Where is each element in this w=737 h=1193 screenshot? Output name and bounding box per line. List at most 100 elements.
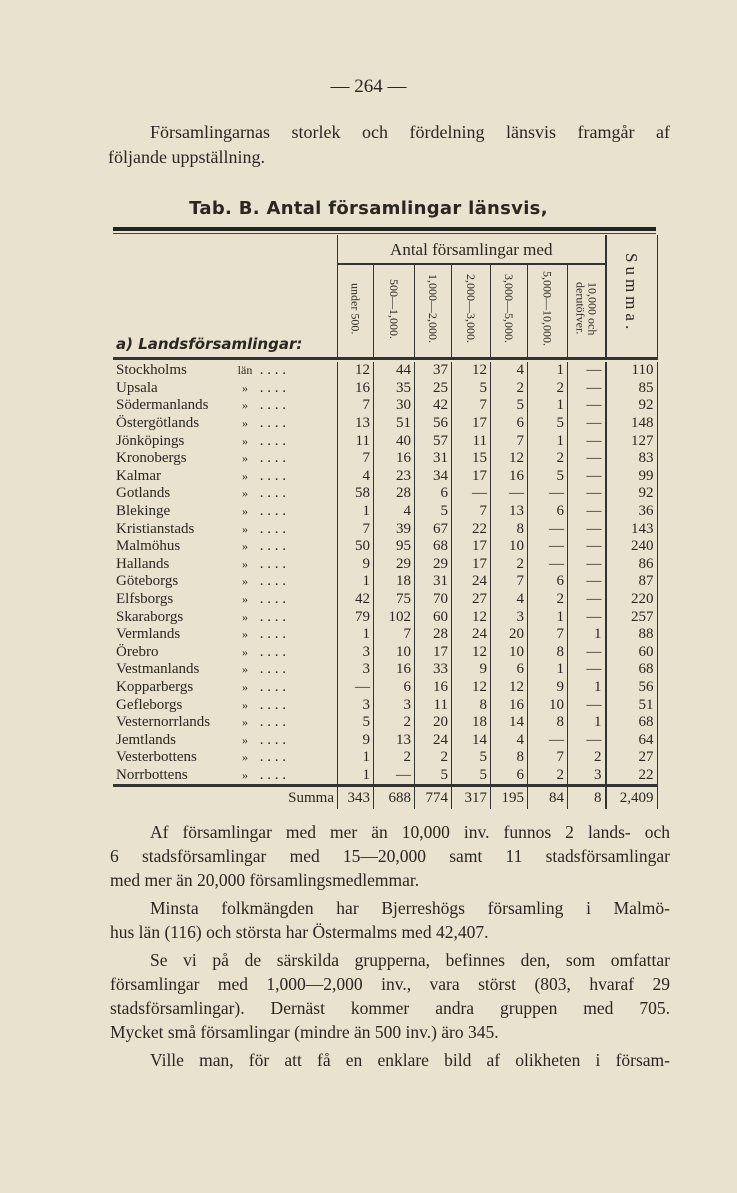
cell-value: 5	[414, 502, 452, 521]
cell-value: 2	[373, 749, 415, 767]
county-name: Blekinge	[116, 503, 171, 520]
cell-value: 24	[414, 731, 452, 750]
cell-value: 1	[567, 713, 606, 732]
paragraph: Minsta folkmängden har Bjerreshögs försa…	[110, 896, 670, 944]
cell-value: 7	[490, 432, 528, 450]
cell-value: 8	[527, 643, 568, 662]
cell-value: 28	[373, 485, 415, 503]
cell-value: 24	[451, 573, 491, 591]
county-name: Vestmanlands	[116, 661, 200, 678]
row-label: Jönköpings» . . . .	[116, 432, 286, 449]
paragraph: Ville man, för att få en enklare bild af…	[110, 1048, 670, 1072]
cell-value: 17	[414, 643, 452, 662]
cell-value: 2	[527, 449, 568, 468]
cell-value: —	[567, 537, 606, 556]
cell-value: 16	[337, 379, 374, 398]
cell-value: 2	[527, 590, 568, 609]
county-suffix: »	[242, 732, 248, 747]
county-suffix: »	[242, 380, 248, 395]
row-total: 87	[604, 573, 658, 591]
cell-value: —	[567, 379, 606, 398]
county-name: Malmöhus	[116, 538, 181, 555]
cell-value: 4	[490, 731, 528, 750]
row-total: 85	[604, 379, 658, 398]
cell-value: 20	[490, 625, 528, 644]
cell-value: 7	[451, 397, 491, 415]
row-total: 86	[604, 555, 658, 574]
total-label: Summa	[113, 784, 338, 810]
text-line: församlingar med 1,000—2,000 inv., vara …	[110, 974, 670, 994]
cell-value: —	[527, 485, 568, 503]
table-row: Stockholms län . . . . 12 44 37 12 4 1—110	[113, 362, 658, 380]
cell-value: 6	[490, 414, 528, 433]
cell-value: —	[567, 555, 606, 574]
cell-value: 2	[490, 379, 528, 398]
column-total: 317	[451, 784, 491, 810]
table-row: Malmöhus» . . . . 50 95 68 17 10— —240	[113, 537, 658, 556]
county-suffix: »	[242, 750, 248, 765]
cell-value: 7	[490, 573, 528, 591]
column-total: 84	[527, 784, 568, 810]
cell-value: —	[337, 678, 374, 697]
cell-value: —	[567, 520, 606, 538]
cell-value: 23	[373, 467, 415, 486]
column-header: under 500.	[337, 264, 374, 359]
text-line: Mycket små församlingar (mindre än 500 i…	[110, 1022, 499, 1042]
cell-value: 2	[527, 766, 568, 786]
cell-value: 6	[490, 766, 528, 786]
body-text: Af församlingar med mer än 10,000 inv. f…	[110, 820, 670, 1076]
county-name: Vermlands	[116, 626, 181, 643]
county-suffix: »	[242, 416, 248, 431]
cell-value: 57	[414, 432, 452, 450]
cell-value: 10	[373, 643, 415, 662]
county-name: Stockholms	[116, 362, 187, 379]
county-name: Jönköpings	[116, 432, 185, 449]
table-row: Blekinge» . . . . 1 4 5 7 13 6—36	[113, 502, 658, 521]
county-name: Gefleborgs	[116, 696, 183, 713]
table-row: Gefleborgs» . . . . 3 3 11 8 16 10—51	[113, 696, 658, 714]
cell-value: 34	[414, 467, 452, 486]
cell-value: 3	[567, 766, 606, 786]
column-header: 10,000 och derutöfver.	[567, 264, 606, 359]
cell-value: 22	[451, 520, 491, 538]
cell-value: —	[373, 766, 415, 786]
county-name: Hallands	[116, 555, 170, 572]
cell-value: 1	[527, 661, 568, 679]
section-label: a) Landsförsamlingar:	[116, 335, 303, 353]
county-suffix: »	[242, 767, 248, 782]
text-line: Af församlingar med mer än 10,000 inv. f…	[150, 822, 670, 842]
cell-value: 12	[490, 449, 528, 468]
county-name: Vesterbottens	[116, 749, 197, 766]
table-top-rule-thin	[113, 233, 656, 234]
row-label: Gotlands» . . . .	[116, 485, 286, 502]
row-total: 127	[604, 432, 658, 450]
cell-value: 3	[373, 696, 415, 714]
cell-value: 42	[337, 590, 374, 609]
table-row: Elfsborgs» . . . . 42 75 70 27 4 2—220	[113, 590, 658, 609]
row-label: Upsala» . . . .	[116, 379, 286, 396]
table-row: Östergötlands» . . . . 13 51 56 17 6 5—148	[113, 414, 658, 433]
cell-value: 18	[451, 713, 491, 732]
row-label: Elfsborgs» . . . .	[116, 591, 286, 608]
cell-value: 14	[451, 731, 491, 750]
row-total: 92	[604, 485, 658, 503]
cell-value: 42	[414, 397, 452, 415]
table-row: Kronobergs» . . . . 7 16 31 15 12 2—83	[113, 449, 658, 468]
row-total: 88	[604, 625, 658, 644]
cell-value: 8	[451, 696, 491, 714]
cell-value: 15	[451, 449, 491, 468]
intro-line: följande uppställning.	[108, 147, 265, 167]
row-label: Kopparbergs» . . . .	[116, 678, 286, 695]
cell-value: 9	[337, 555, 374, 574]
cell-value: —	[567, 485, 606, 503]
row-total: 148	[604, 414, 658, 433]
cell-value: 17	[451, 537, 491, 556]
table-row: Norrbottens» . . . . 1—5 5 6 2 3 22	[113, 766, 658, 786]
cell-value: 1	[527, 608, 568, 626]
cell-value: 1	[527, 432, 568, 450]
cell-value: 13	[490, 502, 528, 521]
cell-value: 9	[527, 678, 568, 697]
cell-value: 1	[337, 502, 374, 521]
cell-value: —	[567, 573, 606, 591]
cell-value: 67	[414, 520, 452, 538]
